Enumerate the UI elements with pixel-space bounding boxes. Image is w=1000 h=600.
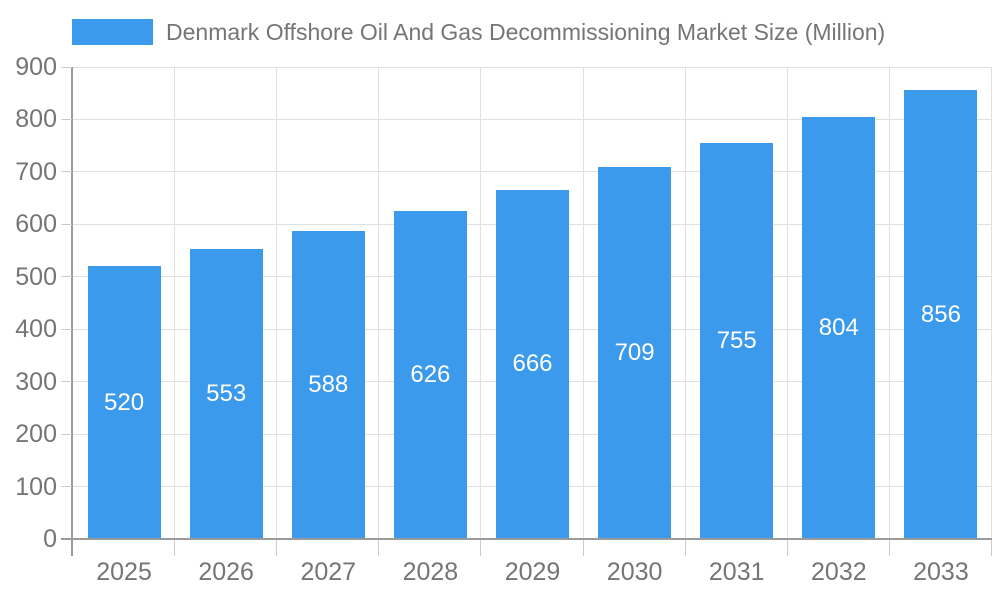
bar-value-label: 588 (308, 370, 349, 398)
x-axis-label: 2025 (96, 558, 152, 586)
x-axis-label: 2027 (300, 558, 357, 586)
bar-value-label: 666 (512, 350, 553, 378)
y-gridline (73, 118, 992, 120)
x-axis-label: 2030 (606, 558, 663, 586)
x-tick (480, 540, 482, 556)
x-gridline (378, 67, 380, 539)
legend-label: Denmark Offshore Oil And Gas Decommissio… (166, 18, 886, 45)
bar-value-label: 755 (716, 327, 757, 355)
bar-value-label: 709 (614, 339, 655, 367)
x-gridline (174, 67, 176, 539)
y-axis-label: 100 (15, 472, 57, 501)
x-gridline (480, 67, 482, 539)
y-gridline (73, 171, 992, 173)
x-axis-label: 2029 (504, 558, 561, 586)
y-tick (61, 66, 72, 68)
bar[interactable] (189, 248, 263, 539)
bar[interactable] (291, 230, 365, 539)
x-gridline (582, 67, 584, 539)
x-axis-label: 2032 (811, 558, 867, 586)
legend-swatch (72, 19, 153, 45)
y-axis-label: 300 (15, 367, 57, 396)
x-gridline (786, 67, 788, 539)
y-axis-label: 700 (15, 157, 57, 186)
bar[interactable] (496, 189, 569, 539)
bar[interactable] (700, 143, 774, 539)
y-axis-label: 500 (15, 262, 57, 291)
x-axis-label: 2026 (198, 558, 254, 586)
y-axis-label: 200 (15, 420, 57, 449)
bar[interactable] (393, 210, 467, 539)
y-tick (61, 171, 72, 173)
x-axis-label: 2028 (402, 558, 459, 586)
x-tick (378, 540, 380, 556)
y-axis-label: 600 (15, 210, 57, 239)
x-gridline (991, 67, 992, 539)
y-tick (61, 223, 72, 225)
chart-legend[interactable]: Denmark Offshore Oil And Gas Decommissio… (72, 19, 885, 45)
y-tick (61, 433, 72, 435)
bar-value-label: 856 (920, 300, 961, 328)
x-gridline (684, 67, 686, 539)
x-tick (582, 540, 584, 556)
x-gridline (276, 67, 278, 539)
bar[interactable] (598, 167, 672, 539)
x-axis-label: 2033 (913, 558, 969, 586)
bar-value-label: 553 (206, 379, 247, 407)
x-tick (174, 540, 176, 556)
plot-area: 520 553 588 626 666 709 755 804 856 (73, 66, 992, 539)
y-tick (61, 118, 72, 120)
y-tick (61, 328, 72, 330)
x-tick (786, 540, 788, 556)
y-tick (61, 276, 72, 278)
bar-value-label: 520 (104, 388, 145, 416)
x-tick (684, 540, 686, 556)
y-axis-label: 900 (15, 53, 57, 81)
bar-value-label: 626 (410, 360, 451, 388)
x-tick (276, 540, 278, 556)
x-axis-label: 2031 (708, 558, 765, 586)
bar[interactable] (87, 266, 161, 539)
bar-value-label: 804 (818, 314, 859, 342)
y-axis-label: 400 (15, 315, 57, 344)
y-axis-label: 800 (15, 105, 57, 134)
y-axis-label: 0 (43, 525, 57, 553)
x-gridline (888, 67, 890, 539)
bar[interactable] (802, 117, 876, 539)
x-tick (991, 540, 992, 556)
x-axis-line (61, 538, 992, 540)
y-axis-line (71, 67, 73, 556)
x-tick (888, 540, 890, 556)
y-gridline (73, 66, 992, 68)
y-tick (61, 486, 72, 488)
y-tick (61, 381, 72, 383)
bar[interactable] (904, 90, 978, 539)
